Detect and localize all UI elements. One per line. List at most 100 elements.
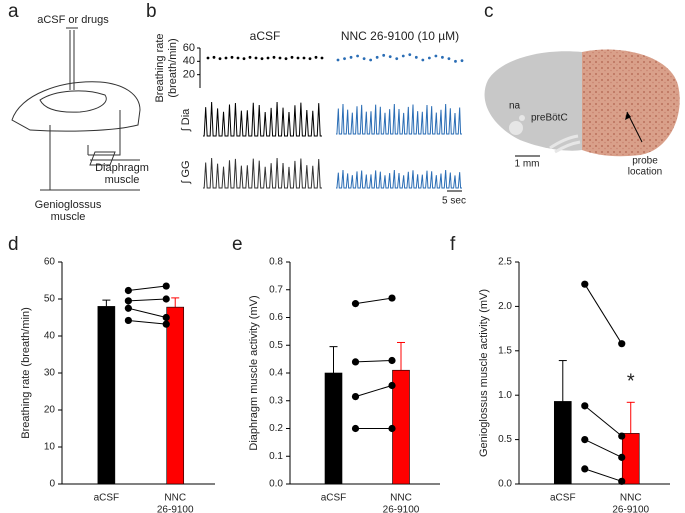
dot	[212, 55, 216, 59]
point	[124, 316, 132, 325]
y-tick-label: 0.2	[269, 423, 283, 434]
pair-line	[128, 298, 167, 302]
dot	[362, 57, 366, 61]
point	[351, 424, 360, 433]
pair-line	[355, 297, 393, 305]
dot	[375, 55, 379, 59]
dot	[296, 56, 300, 60]
point	[351, 358, 360, 366]
dot	[254, 56, 258, 60]
y-axis-label: Genioglossus muscle activity (mV)	[478, 289, 490, 457]
trace	[203, 157, 322, 189]
dot	[320, 56, 324, 60]
dot	[388, 55, 392, 59]
y-axis-label: Diaphragm muscle activity (mV)	[248, 295, 260, 450]
y-tick-label: 0.7	[269, 284, 283, 295]
panel-label: b	[146, 1, 157, 22]
pair-line	[584, 468, 622, 482]
dot	[447, 57, 451, 61]
nucleus	[509, 121, 523, 135]
y-tick-label: 0.6	[269, 312, 283, 323]
x-tick-label: 26-9100	[383, 505, 420, 513]
probe-label: probe	[632, 156, 658, 167]
x-tick-label: aCSF	[94, 493, 120, 504]
bar	[97, 306, 116, 485]
annotation: *	[627, 371, 635, 393]
legend-label: aCSF	[250, 29, 281, 43]
dot	[218, 57, 222, 61]
dot	[349, 55, 353, 59]
bar	[553, 401, 572, 485]
panel-label: f	[450, 234, 456, 255]
probe-arrow	[625, 112, 631, 120]
y-tick-label: 0.5	[498, 434, 512, 445]
dot	[460, 59, 464, 63]
point	[124, 286, 132, 295]
point	[581, 402, 589, 410]
pair-line	[355, 385, 393, 398]
y-tick-label: 0.1	[269, 451, 283, 462]
point	[388, 294, 396, 302]
x-tick-label: aCSF	[321, 493, 347, 504]
point	[618, 340, 626, 348]
trace	[203, 101, 322, 137]
scale-label: 1 mm	[515, 159, 540, 170]
y-tick-label: 30	[44, 368, 56, 379]
y-axis-label: (breath/min)	[167, 38, 179, 97]
trace-label: ∫ Dia	[180, 108, 192, 132]
y-tick-label: 2.5	[498, 257, 512, 268]
point	[351, 392, 360, 401]
region-label: preBötC	[531, 113, 568, 124]
tract	[549, 134, 581, 154]
y-tick-label: 20	[44, 405, 56, 416]
x-tick-label: 26-9100	[612, 505, 649, 513]
panel-label: d	[8, 234, 19, 255]
dot	[308, 57, 312, 61]
x-tick-label: aCSF	[550, 493, 576, 504]
dot	[206, 56, 210, 60]
pair-line	[355, 360, 393, 363]
x-tick-label: NNC	[164, 493, 186, 504]
drug-label: aCSF or drugs	[37, 14, 109, 26]
pair-line	[128, 307, 167, 318]
point	[162, 320, 170, 328]
region-label: na	[509, 101, 521, 112]
x-tick-label: NNC	[620, 493, 642, 504]
point	[124, 304, 132, 312]
y-tick-label: 0.0	[498, 479, 512, 490]
point	[581, 436, 589, 444]
point	[581, 465, 589, 473]
panel-label: a	[8, 1, 19, 22]
y-tick-label: 0.5	[269, 340, 283, 351]
dot	[302, 56, 306, 60]
y-tick-label: 40	[44, 331, 56, 342]
dot	[236, 56, 240, 60]
y-tick-label: 0.8	[269, 257, 283, 268]
dot	[427, 56, 431, 60]
dot	[343, 57, 346, 61]
y-tick-label: 60	[44, 257, 56, 268]
trace	[336, 169, 462, 189]
y-tick-label: 50	[44, 294, 56, 305]
nucleus	[519, 115, 525, 121]
point	[162, 295, 170, 303]
muscle-label: muscle	[105, 174, 140, 186]
y-tick-label: 40	[183, 55, 195, 67]
dot	[408, 53, 412, 57]
scale-label: 5 sec	[442, 196, 466, 207]
dot	[421, 58, 425, 62]
y-tick-label: 2.0	[498, 301, 512, 312]
y-tick-label: 1.5	[498, 345, 512, 356]
dot	[260, 57, 264, 61]
muscle-label: Genioglossus	[35, 199, 102, 211]
legend-label: NNC 26-9100 (10 µM)	[341, 29, 459, 43]
dot	[284, 57, 288, 61]
y-tick-label: 60	[183, 42, 195, 54]
dot	[395, 57, 399, 61]
point	[162, 282, 170, 290]
pair-line	[128, 319, 167, 325]
dot	[266, 56, 270, 60]
panel-label: e	[232, 234, 243, 255]
bar	[166, 306, 185, 485]
